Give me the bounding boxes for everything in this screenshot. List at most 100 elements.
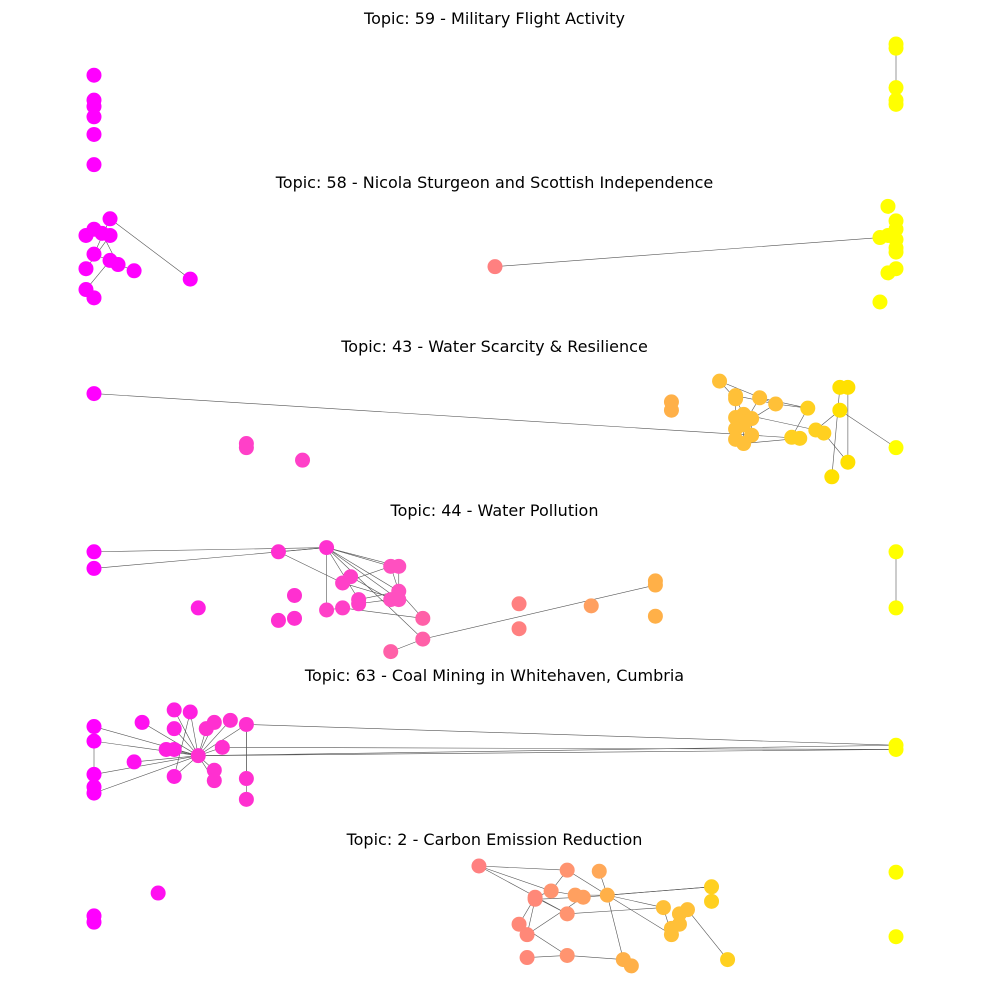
panel-5: Topic: 63 - Coal Mining in Whitehaven, C…	[86, 666, 904, 807]
network-node	[671, 906, 687, 922]
network-node	[888, 244, 904, 260]
network-node	[888, 741, 904, 757]
network-node	[712, 373, 728, 389]
network-node	[888, 80, 904, 96]
network-edge	[719, 380, 776, 405]
network-node	[182, 271, 198, 287]
network-edge	[198, 744, 897, 756]
network-node	[86, 560, 102, 576]
network-node	[888, 544, 904, 560]
network-node	[415, 610, 431, 626]
network-node	[86, 67, 102, 83]
network-node	[222, 712, 238, 728]
network-node	[86, 785, 102, 801]
network-node	[295, 452, 311, 468]
network-node	[86, 109, 102, 125]
network-node	[86, 126, 102, 142]
edge-group	[85, 218, 880, 290]
network-node	[647, 577, 663, 593]
network-node	[840, 454, 856, 470]
network-node	[487, 259, 503, 275]
network-edge	[607, 894, 664, 908]
network-edge	[326, 547, 424, 640]
network-node	[238, 791, 254, 807]
network-node	[383, 644, 399, 660]
network-node	[335, 600, 351, 616]
network-node	[880, 265, 896, 281]
network-edge	[839, 409, 897, 448]
network-node	[86, 719, 102, 735]
network-edge	[350, 576, 391, 600]
panel-title: Topic: 63 - Coal Mining in Whitehaven, C…	[304, 666, 684, 685]
network-edge	[278, 551, 343, 584]
network-node	[888, 864, 904, 880]
network-node	[206, 714, 222, 730]
network-node	[270, 544, 286, 560]
panel-2: Topic: 58 - Nicola Sturgeon and Scottish…	[78, 173, 904, 310]
panel-1: Topic: 59 - Military Flight Activity	[86, 9, 904, 173]
network-node	[166, 741, 182, 757]
network-edge	[831, 387, 841, 477]
network-node	[824, 469, 840, 485]
network-node	[166, 768, 182, 784]
network-node	[206, 762, 222, 778]
network-node	[166, 721, 182, 737]
network-edge	[567, 955, 624, 960]
node-group	[78, 198, 904, 310]
network-edge	[606, 895, 624, 960]
edge-group	[93, 380, 897, 477]
network-node	[102, 227, 118, 243]
network-edge	[567, 907, 664, 915]
node-group	[86, 373, 904, 485]
panel-title: Topic: 58 - Nicola Sturgeon and Scottish…	[275, 173, 714, 192]
network-node	[736, 436, 752, 452]
network-node	[704, 893, 720, 909]
network-node	[511, 596, 527, 612]
network-node	[78, 227, 94, 243]
network-edge	[222, 747, 897, 750]
network-edge	[246, 724, 897, 746]
network-node	[559, 862, 575, 878]
network-edge	[93, 755, 199, 775]
network-node	[214, 739, 230, 755]
network-edge	[478, 865, 568, 871]
network-edge	[567, 869, 608, 896]
network-node	[238, 716, 254, 732]
network-node	[206, 773, 222, 789]
network-node	[872, 294, 888, 310]
network-node	[800, 400, 816, 416]
network-node	[840, 379, 856, 395]
network-node	[511, 621, 527, 637]
network-edge	[422, 584, 656, 640]
network-node	[880, 198, 896, 214]
network-node	[511, 916, 527, 932]
network-node	[287, 610, 302, 626]
network-node	[150, 885, 166, 901]
network-edge	[278, 547, 327, 553]
network-node	[335, 575, 351, 591]
network-edge	[173, 711, 191, 777]
network-node	[647, 608, 663, 624]
network-node	[728, 391, 744, 407]
node-group	[86, 36, 904, 173]
network-node	[86, 157, 102, 173]
network-node	[270, 612, 286, 628]
network-node	[86, 914, 102, 930]
network-node	[623, 958, 639, 974]
network-node	[599, 887, 615, 903]
network-edge	[93, 755, 199, 794]
network-node	[527, 891, 543, 907]
network-node	[415, 631, 431, 647]
network-edge	[326, 547, 391, 567]
network-edge	[494, 237, 880, 267]
network-edge	[198, 749, 897, 756]
network-node	[383, 592, 399, 608]
network-node	[583, 598, 599, 614]
network-node	[720, 952, 736, 968]
network-node	[832, 402, 848, 418]
network-node	[134, 714, 150, 730]
network-node	[166, 702, 182, 718]
panel-title: Topic: 43 - Water Scarcity & Resilience	[340, 337, 648, 356]
network-edge	[93, 726, 199, 756]
network-node	[888, 600, 904, 616]
